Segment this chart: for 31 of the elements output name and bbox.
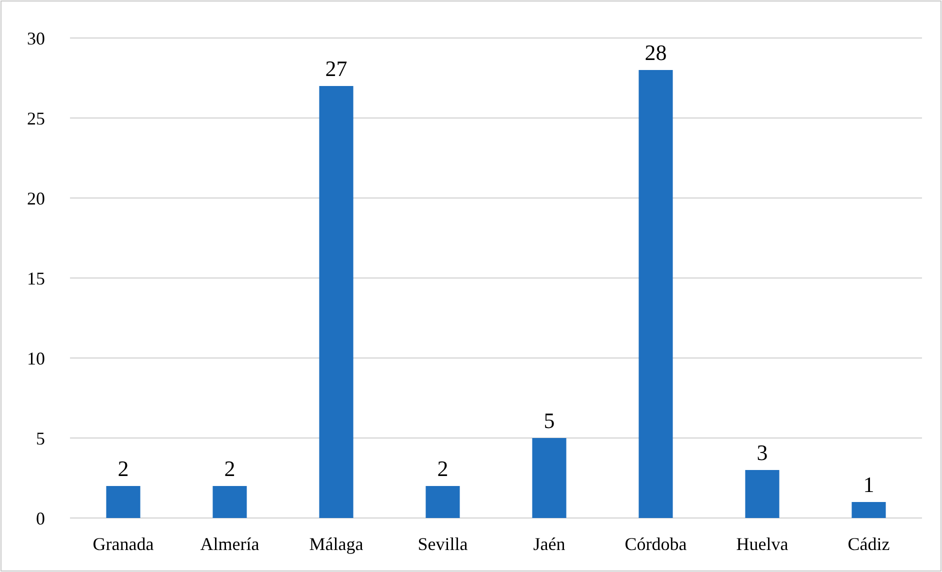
y-tick-label: 25	[27, 108, 45, 128]
x-tick-label: Granada	[92, 534, 154, 554]
data-label: 27	[325, 56, 348, 81]
bar	[852, 502, 886, 518]
y-tick-label: 10	[27, 348, 45, 368]
y-tick-label: 15	[27, 268, 45, 288]
y-tick-label: 5	[36, 428, 45, 448]
bar	[638, 70, 673, 518]
data-label: 1	[863, 472, 874, 497]
data-label: 2	[118, 456, 129, 481]
bar	[532, 438, 566, 518]
data-label: 2	[437, 456, 448, 481]
bar	[212, 486, 247, 518]
bar	[106, 486, 140, 518]
data-label: 28	[644, 40, 667, 65]
x-tick-label: Málaga	[309, 534, 364, 554]
x-tick-label: Jaén	[533, 534, 566, 554]
y-tick-label: 30	[27, 28, 45, 48]
data-label: 2	[224, 456, 236, 481]
y-tick-label: 20	[27, 188, 45, 208]
data-label: 3	[756, 440, 768, 465]
x-tick-label: Almería	[200, 534, 260, 554]
x-tick-label: Huelva	[736, 534, 788, 554]
bar	[426, 486, 460, 518]
y-tick-label: 0	[36, 508, 45, 528]
bar	[745, 470, 780, 518]
x-tick-label: Córdoba	[624, 534, 687, 554]
data-label: 5	[544, 408, 555, 433]
x-tick-label: Cádiz	[848, 534, 890, 554]
x-tick-label: Sevilla	[418, 534, 468, 554]
bar	[319, 86, 354, 518]
